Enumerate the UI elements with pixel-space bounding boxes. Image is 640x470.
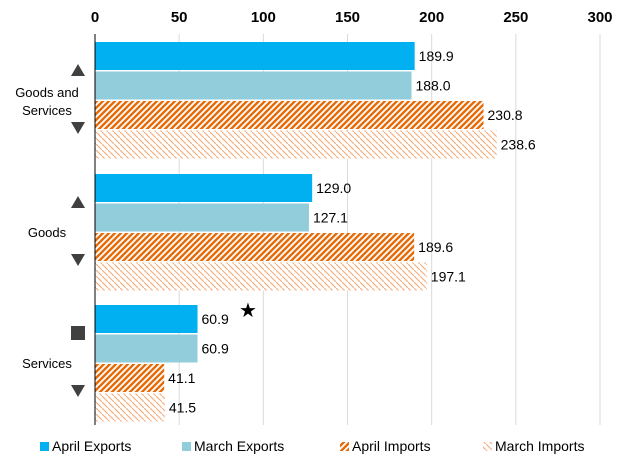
bar-march-imports — [95, 262, 427, 291]
bar-april-exports — [95, 305, 198, 333]
legend-swatch-march-exports — [182, 442, 191, 451]
bar-april-imports — [95, 233, 415, 261]
category-label: Goods — [28, 225, 67, 240]
data-label: 238.6 — [501, 137, 536, 153]
up-triangle-icon — [71, 64, 85, 76]
x-tick-label: 150 — [335, 9, 360, 26]
data-label: 41.5 — [169, 400, 196, 416]
x-tick-label: 0 — [91, 9, 99, 26]
x-tick-label: 50 — [171, 9, 188, 26]
x-tick-label: 300 — [587, 9, 612, 26]
data-label: 129.0 — [316, 180, 351, 196]
bar-april-imports — [95, 364, 165, 392]
bar-march-imports — [95, 130, 497, 159]
bar-march-exports — [95, 71, 412, 100]
square-icon — [71, 326, 85, 340]
legend-label-march-imports: March Imports — [495, 438, 584, 454]
down-triangle-icon — [71, 122, 85, 134]
data-label: 60.9 — [202, 311, 229, 327]
star-icon: ★ — [239, 300, 257, 322]
legend-label-april-exports: April Exports — [52, 438, 131, 454]
data-label: 197.1 — [431, 269, 466, 285]
data-label: 41.1 — [168, 370, 195, 386]
x-tick-label: 100 — [251, 9, 276, 26]
legend-label-march-exports: March Exports — [194, 438, 284, 454]
bar-april-exports — [95, 174, 313, 202]
legend-swatch-april-exports — [40, 442, 49, 451]
data-label: 189.6 — [418, 239, 453, 255]
down-triangle-icon — [71, 254, 85, 266]
legend-label-april-imports: April Imports — [352, 438, 431, 454]
legend-swatch-april-imports — [340, 442, 349, 451]
up-triangle-icon — [71, 196, 85, 208]
bar-march-exports — [95, 203, 309, 232]
bar-march-imports — [95, 393, 165, 422]
data-label: 127.1 — [313, 210, 348, 226]
legend-swatch-march-imports — [483, 442, 492, 451]
data-label: 60.9 — [202, 341, 229, 357]
x-tick-label: 250 — [503, 9, 528, 26]
data-label: 188.0 — [415, 78, 450, 94]
bar-april-imports — [95, 101, 484, 129]
category-label: Goods and Services — [15, 85, 79, 118]
down-triangle-icon — [71, 385, 85, 397]
x-tick-label: 200 — [419, 9, 444, 26]
data-label: 189.9 — [419, 48, 454, 64]
bar-april-exports — [95, 42, 415, 70]
data-label: 230.8 — [488, 107, 523, 123]
category-label: Services — [22, 356, 72, 371]
bar-march-exports — [95, 334, 198, 363]
